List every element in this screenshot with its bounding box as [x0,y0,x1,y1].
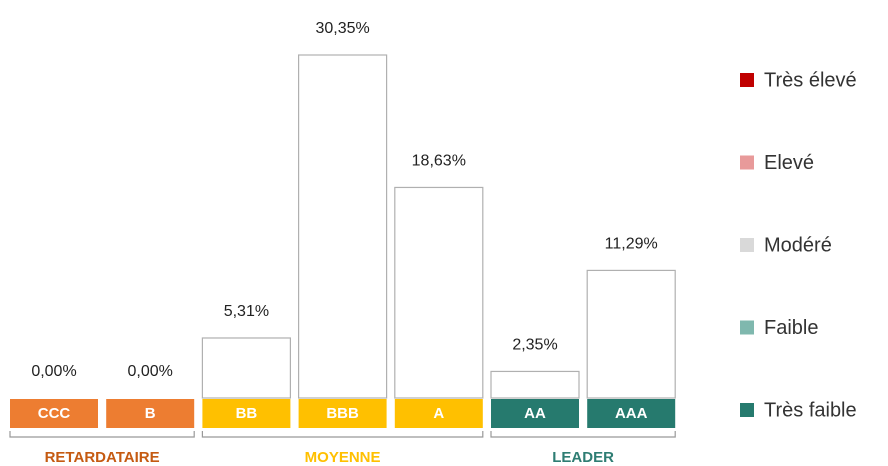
legend-swatch [740,403,754,417]
value-label: 18,63% [412,153,466,170]
bar [201,337,291,399]
category-label: AAA [615,405,648,422]
bar [490,370,580,399]
category-box [10,399,98,428]
bar [586,269,676,399]
bar [298,54,388,399]
category-label: B [145,405,156,422]
category-label: CCC [38,405,71,422]
category-box [491,399,579,428]
legend-label: Elevé [764,152,814,174]
category-box [106,399,195,428]
category-label: A [433,405,444,422]
value-label: 5,31% [224,303,269,320]
group-bracket [490,431,676,438]
group-label: LEADER [552,449,614,466]
legend-label: Modéré [764,234,832,256]
bar [394,186,484,399]
value-label: 2,35% [512,337,557,354]
category-label: AA [524,405,546,422]
legend-label: Faible [764,317,818,339]
group-bracket [9,431,195,438]
value-label: 11,29% [605,236,658,253]
category-box [202,399,291,428]
legend-swatch [740,320,754,335]
category-label: BBB [326,405,359,422]
legend-label: Très élevé [764,69,857,91]
legend-label: Très faible [764,399,857,421]
legend-swatch [740,155,754,170]
category-label: BB [236,405,258,422]
legend-swatch [740,73,754,87]
value-label: 30,35% [315,20,369,37]
category-box [298,399,387,428]
group-label: RETARDATAIRE [45,449,160,466]
value-label: 0,00% [128,363,173,380]
legend-swatch [740,238,754,252]
category-box [587,399,676,428]
category-box [394,399,483,428]
group-bracket [201,431,484,438]
value-label: 0,00% [31,363,76,380]
group-label: MOYENNE [305,449,381,466]
